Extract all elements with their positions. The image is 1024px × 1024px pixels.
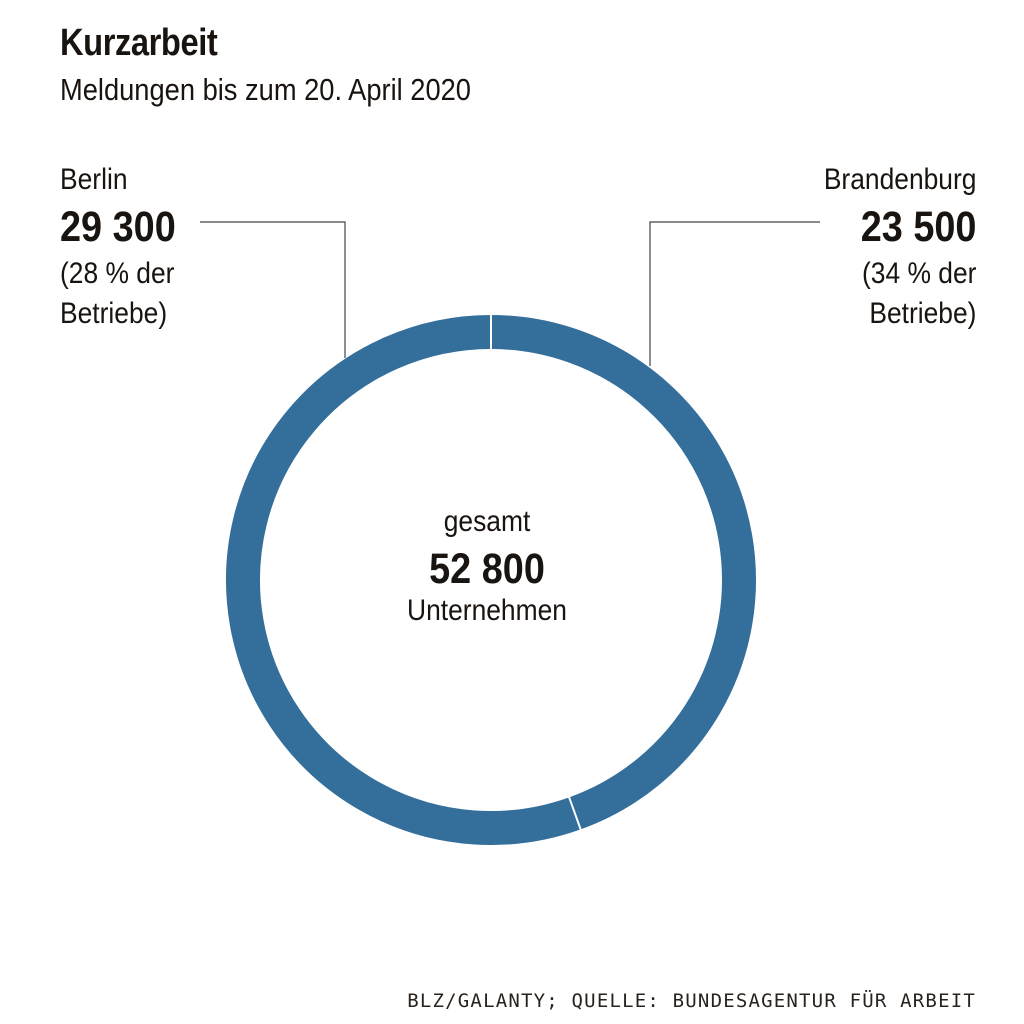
brandenburg-name: Brandenburg (823, 163, 976, 196)
berlin-leader (200, 221, 346, 358)
berlin-label: Berlin 29 300 (28 % der Betriebe) (60, 160, 192, 334)
brandenburg-value: 23 500 (860, 203, 976, 251)
brandenburg-share-line1: (34 % der (861, 257, 976, 290)
center-total-label: gesamt (443, 505, 531, 538)
brandenburg-leader (649, 221, 820, 366)
donut-segment-berlin (226, 315, 581, 845)
chart-title: Kurzarbeit (60, 22, 218, 64)
center-total-value: 52 800 (429, 545, 545, 593)
berlin-share-line2: Betriebe) (60, 297, 168, 330)
berlin-name: Berlin (60, 163, 128, 196)
source-note: BLZ/GALANTY; QUELLE: BUNDESAGENTUR FÜR A… (407, 990, 976, 1012)
donut-segments (226, 315, 756, 845)
leader-lines (200, 221, 820, 366)
donut-separators (490, 314, 582, 831)
berlin-value: 29 300 (60, 203, 176, 251)
donut-separator-2 (567, 796, 582, 831)
berlin-share-line1: (28 % der (60, 257, 175, 290)
brandenburg-share-line2: Betriebe) (868, 297, 976, 330)
chart-subtitle: Meldungen bis zum 20. April 2020 (60, 72, 471, 107)
brandenburg-label: Brandenburg 23 500 (34 % der Betriebe) (803, 160, 976, 334)
donut-segment-brandenburg (490, 315, 756, 830)
center-total-unit: Unternehmen (407, 594, 567, 627)
